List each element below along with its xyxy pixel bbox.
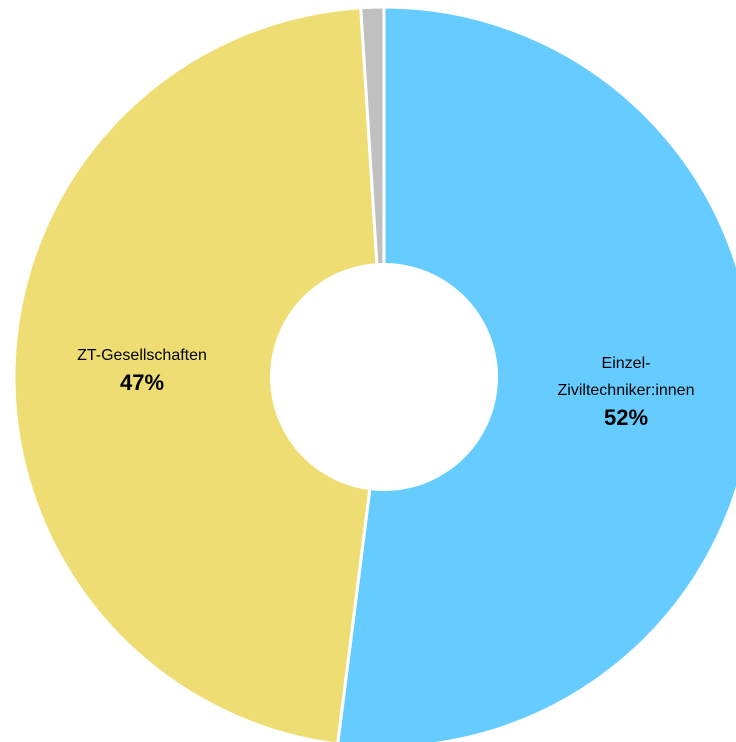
slice-label-zt-gesellschaften: ZT-Gesellschaften [77, 347, 207, 364]
slice-zt-gesellschaften [12, 6, 386, 742]
slice-value-zt-gesellschaften: 47% [120, 370, 164, 395]
slice-label-einzel-line1: Einzel- [602, 355, 651, 372]
chart-labels: Einzel- Ziviltechniker:innen 52% ZT-Gese… [77, 347, 694, 430]
donut-hole [270, 263, 498, 491]
chart-slices [12, 5, 736, 742]
slice-label-einzel-line2: Ziviltechniker:innen [558, 382, 695, 399]
slice-value-einzel: 52% [604, 405, 648, 430]
slice-einzel-ziviltechniker [336, 5, 736, 742]
